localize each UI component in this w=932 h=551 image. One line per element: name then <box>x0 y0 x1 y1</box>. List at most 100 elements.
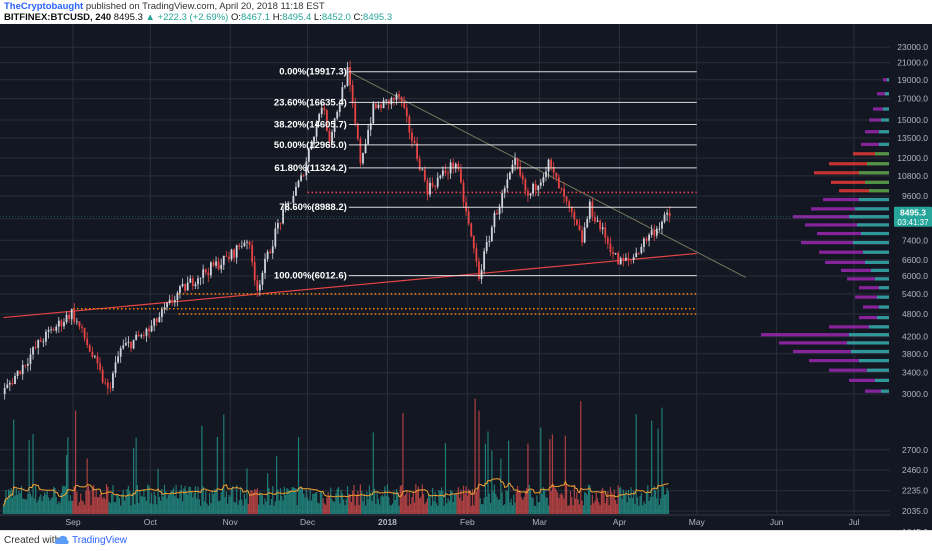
volume-bar <box>550 491 552 514</box>
candle-body <box>300 175 303 181</box>
profile-bar-26 <box>761 333 889 337</box>
volume-bar <box>652 496 654 514</box>
profile-bar-inner-5 <box>879 142 889 146</box>
volume-bar <box>363 493 365 514</box>
candle-body <box>47 330 50 332</box>
candle-body <box>341 87 344 104</box>
volume-bar <box>573 486 575 514</box>
volume-bar <box>243 493 246 514</box>
volume-bar <box>44 492 46 514</box>
volume-bar <box>505 490 507 514</box>
volume-bar <box>466 495 468 514</box>
volume-bar <box>78 501 81 514</box>
drawn-lines <box>3 71 746 319</box>
volume-bar <box>359 484 361 514</box>
volume-bar <box>473 505 475 514</box>
candle-body <box>122 345 125 349</box>
fib-label-6: 100.00%(6012.6) <box>274 271 347 282</box>
volume-bar <box>443 505 445 514</box>
volume-bar <box>135 437 137 514</box>
volume-bar <box>242 505 244 514</box>
candle-body <box>534 183 537 191</box>
profile-bar-inner-22 <box>877 295 889 299</box>
candle-body <box>354 103 357 124</box>
volume-bar <box>430 505 432 514</box>
candle-body <box>233 249 235 258</box>
candle-body <box>158 316 161 323</box>
open-value: 8467.1 <box>241 12 271 23</box>
candle-body <box>155 318 158 323</box>
volume-bar <box>264 498 266 514</box>
volume-bar <box>491 450 493 514</box>
candle-body <box>655 228 658 236</box>
candle-body <box>637 252 640 254</box>
candle-body <box>199 277 202 279</box>
profile-bar-18 <box>825 260 889 264</box>
candle-body <box>292 195 295 203</box>
volume-bar <box>321 491 323 514</box>
candle-body <box>429 182 431 195</box>
candle-body <box>251 244 254 263</box>
created-with-text: Created with <box>4 535 61 546</box>
volume-bar <box>337 486 340 514</box>
candle-body <box>137 334 140 337</box>
profile-bar-32 <box>865 389 889 393</box>
volume-bar <box>397 492 399 514</box>
volume-bar <box>153 491 155 514</box>
volume-bar <box>323 503 325 514</box>
volume-bar <box>91 487 93 514</box>
volume-bar <box>457 487 459 514</box>
candle-body <box>472 236 475 249</box>
volume-bar <box>393 491 395 514</box>
candle-body <box>279 223 282 224</box>
candle-body <box>132 339 135 349</box>
volume-bar <box>6 498 8 514</box>
time-tick-label: Jul <box>849 517 860 527</box>
volume-bar <box>450 490 452 514</box>
volume-bar <box>14 495 16 514</box>
volume-bar <box>225 491 227 514</box>
candle-body <box>467 211 470 224</box>
tradingview-brand[interactable]: TradingView <box>72 535 128 546</box>
symbol-label[interactable]: BITFINEX:BTCUSD, 240 <box>4 12 112 23</box>
volume-bar <box>527 443 529 514</box>
volume-bar <box>90 505 92 514</box>
volume-bar <box>175 484 177 514</box>
author-link[interactable]: TheCryptobaught <box>4 1 84 12</box>
volume-bar <box>571 496 573 514</box>
candle-body <box>336 111 339 119</box>
price-chart[interactable]: 0.00%(19917.3) 23.60%(16635.4) 38.20%(1460… <box>0 24 932 530</box>
volume-bar <box>654 490 657 514</box>
price-axis[interactable]: 27000.0 23000.0 21000.0 19000.0 17000.0 15000… <box>897 24 928 530</box>
volume-bar <box>287 489 289 514</box>
volume-bar <box>47 497 50 514</box>
volume-bar <box>563 498 565 514</box>
time-tick-label: Nov <box>223 517 239 527</box>
volume-bar <box>279 488 282 514</box>
candle-body <box>153 318 156 326</box>
volume-bar <box>265 501 267 514</box>
volume-bar <box>532 498 534 514</box>
candle-body <box>8 382 11 385</box>
volume-bar <box>509 502 511 514</box>
volume-bar <box>502 505 505 514</box>
volume-bar <box>382 496 385 514</box>
volume-bar <box>50 498 52 514</box>
fib-retracement[interactable]: 0.00%(19917.3) 23.60%(16635.4) 38.20%(1460… <box>274 67 697 282</box>
volume-bar <box>408 492 410 514</box>
volume-bar <box>533 505 535 514</box>
candle-body <box>377 104 380 109</box>
volume-bar <box>183 488 185 514</box>
candle-body <box>24 364 27 366</box>
volume-bar <box>389 504 391 514</box>
volume-bar <box>282 500 284 514</box>
volume-bar <box>239 486 242 514</box>
time-axis[interactable]: Sep Oct Nov Dec 2018 Feb Mar Apr May Jun Jul <box>0 514 890 527</box>
last-price-badge: 8495.303:41:37 <box>0 206 932 227</box>
candle-body <box>650 230 653 235</box>
volume-bar <box>303 493 305 514</box>
volume-bar <box>42 495 44 514</box>
candle-body <box>269 251 272 254</box>
volume-bar <box>531 497 533 514</box>
volume-bar <box>556 492 559 514</box>
